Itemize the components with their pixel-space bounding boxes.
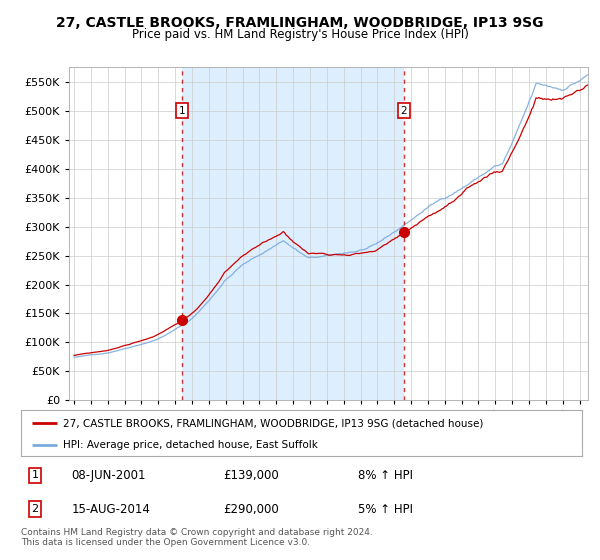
Text: 08-JUN-2001: 08-JUN-2001 <box>71 469 146 482</box>
Text: 15-AUG-2014: 15-AUG-2014 <box>71 503 151 516</box>
Text: 2: 2 <box>401 105 407 115</box>
Text: 1: 1 <box>32 470 38 480</box>
Text: £290,000: £290,000 <box>223 503 279 516</box>
Text: 1: 1 <box>179 105 185 115</box>
Text: 27, CASTLE BROOKS, FRAMLINGHAM, WOODBRIDGE, IP13 9SG: 27, CASTLE BROOKS, FRAMLINGHAM, WOODBRID… <box>56 16 544 30</box>
Text: 5% ↑ HPI: 5% ↑ HPI <box>358 503 413 516</box>
Text: HPI: Average price, detached house, East Suffolk: HPI: Average price, detached house, East… <box>63 440 318 450</box>
Text: 2: 2 <box>31 504 38 514</box>
Text: Contains HM Land Registry data © Crown copyright and database right 2024.
This d: Contains HM Land Registry data © Crown c… <box>21 528 373 547</box>
Text: 8% ↑ HPI: 8% ↑ HPI <box>358 469 413 482</box>
Text: Price paid vs. HM Land Registry's House Price Index (HPI): Price paid vs. HM Land Registry's House … <box>131 28 469 41</box>
Bar <box>182 67 404 400</box>
Text: 27, CASTLE BROOKS, FRAMLINGHAM, WOODBRIDGE, IP13 9SG (detached house): 27, CASTLE BROOKS, FRAMLINGHAM, WOODBRID… <box>63 418 484 428</box>
Text: £139,000: £139,000 <box>223 469 279 482</box>
